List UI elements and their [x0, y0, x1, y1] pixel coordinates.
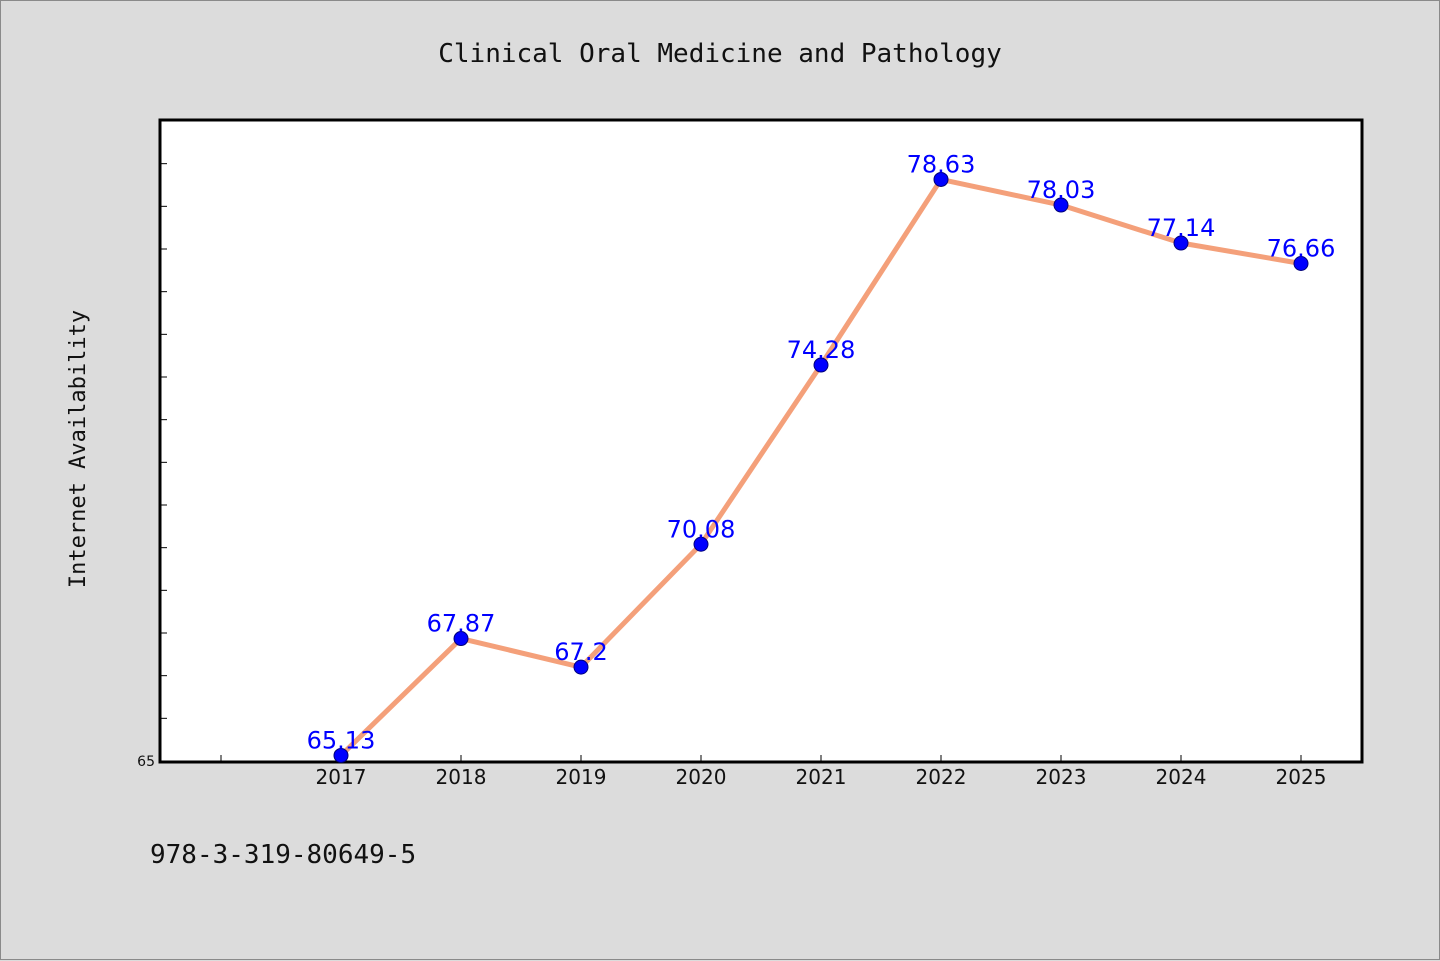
- data-point: [1173, 235, 1189, 251]
- chart-title: Clinical Oral Medicine and Pathology: [438, 39, 1002, 69]
- series-markers: [333, 171, 1309, 763]
- x-axis-ticks: 2017 2018 2019 2020 2021 2022 2023 2024 2025: [220, 755, 1327, 789]
- data-label: 70.08: [667, 515, 736, 543]
- x-tick-label: 2017: [316, 765, 367, 789]
- data-point: [573, 659, 589, 675]
- data-label: 76.66: [1267, 235, 1336, 263]
- data-point: [1053, 197, 1069, 213]
- x-tick-label: 2022: [916, 765, 967, 789]
- plot-area: [158, 118, 1364, 764]
- data-point: [933, 171, 949, 187]
- y-axis-ticks: 65: [137, 163, 167, 770]
- data-labels: 65.13 67.87 67.2 70.08 74.28 78.63 78.03 77.14 7…: [307, 150, 1336, 754]
- y-tick-label: 65: [137, 754, 155, 770]
- data-point: [333, 747, 349, 763]
- data-point: [1293, 256, 1309, 272]
- x-tick-label: 2019: [556, 765, 607, 789]
- x-tick-label: 2024: [1156, 765, 1207, 789]
- footer-isbn: 978-3-319-80649-5: [150, 840, 416, 870]
- data-label: 67.87: [427, 610, 496, 638]
- y-axis-label: Internet Availability: [66, 310, 91, 588]
- data-label: 78.63: [907, 150, 976, 178]
- data-label: 65.13: [307, 726, 376, 754]
- x-tick-label: 2021: [796, 765, 847, 789]
- data-point: [813, 357, 829, 373]
- x-tick-label: 2018: [436, 765, 487, 789]
- data-label: 67.2: [554, 638, 607, 666]
- x-tick-label: 2020: [676, 765, 727, 789]
- data-label: 74.28: [787, 336, 856, 364]
- x-tick-label: 2025: [1276, 765, 1327, 789]
- data-label: 78.03: [1027, 176, 1096, 204]
- data-point: [453, 631, 469, 647]
- data-label: 77.14: [1147, 214, 1216, 242]
- x-tick-label: 2023: [1036, 765, 1087, 789]
- data-point: [693, 536, 709, 552]
